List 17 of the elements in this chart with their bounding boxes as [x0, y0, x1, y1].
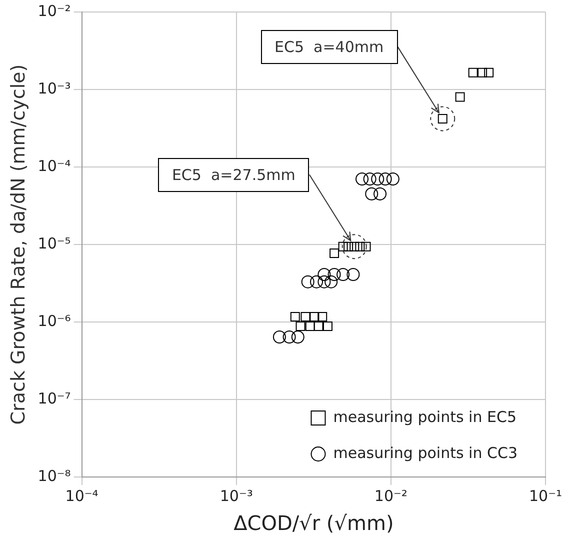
x-tick-label: 10⁻⁴	[65, 486, 98, 505]
x-axis-title: ΔCOD/√r (√mm)	[234, 511, 394, 536]
legend-label: measuring points in EC5	[333, 408, 516, 426]
annotation: EC5 a=40mm	[260, 30, 398, 64]
x-tick-label: 10⁻²	[374, 486, 408, 505]
y-tick-label: 10⁻²	[38, 2, 71, 20]
x-tick-label: 10⁻¹	[528, 486, 562, 505]
y-tick-label: 10⁻⁸	[38, 466, 71, 485]
y-tick-label: 10⁻⁶	[38, 312, 71, 330]
y-tick-label: 10⁻⁵	[38, 234, 71, 252]
annotation: EC5 a=27.5mm	[158, 158, 310, 192]
y-tick-label: 10⁻³	[38, 79, 71, 98]
y-tick-label: 10⁻⁴	[38, 156, 71, 175]
legend-label: measuring points in CC3	[333, 444, 518, 462]
y-tick-label: 10⁻⁷	[38, 389, 71, 408]
x-tick-label: 10⁻³	[220, 486, 253, 505]
y-axis-title: Crack Growth Rate, da/dN (mm/cycle)	[7, 64, 30, 425]
